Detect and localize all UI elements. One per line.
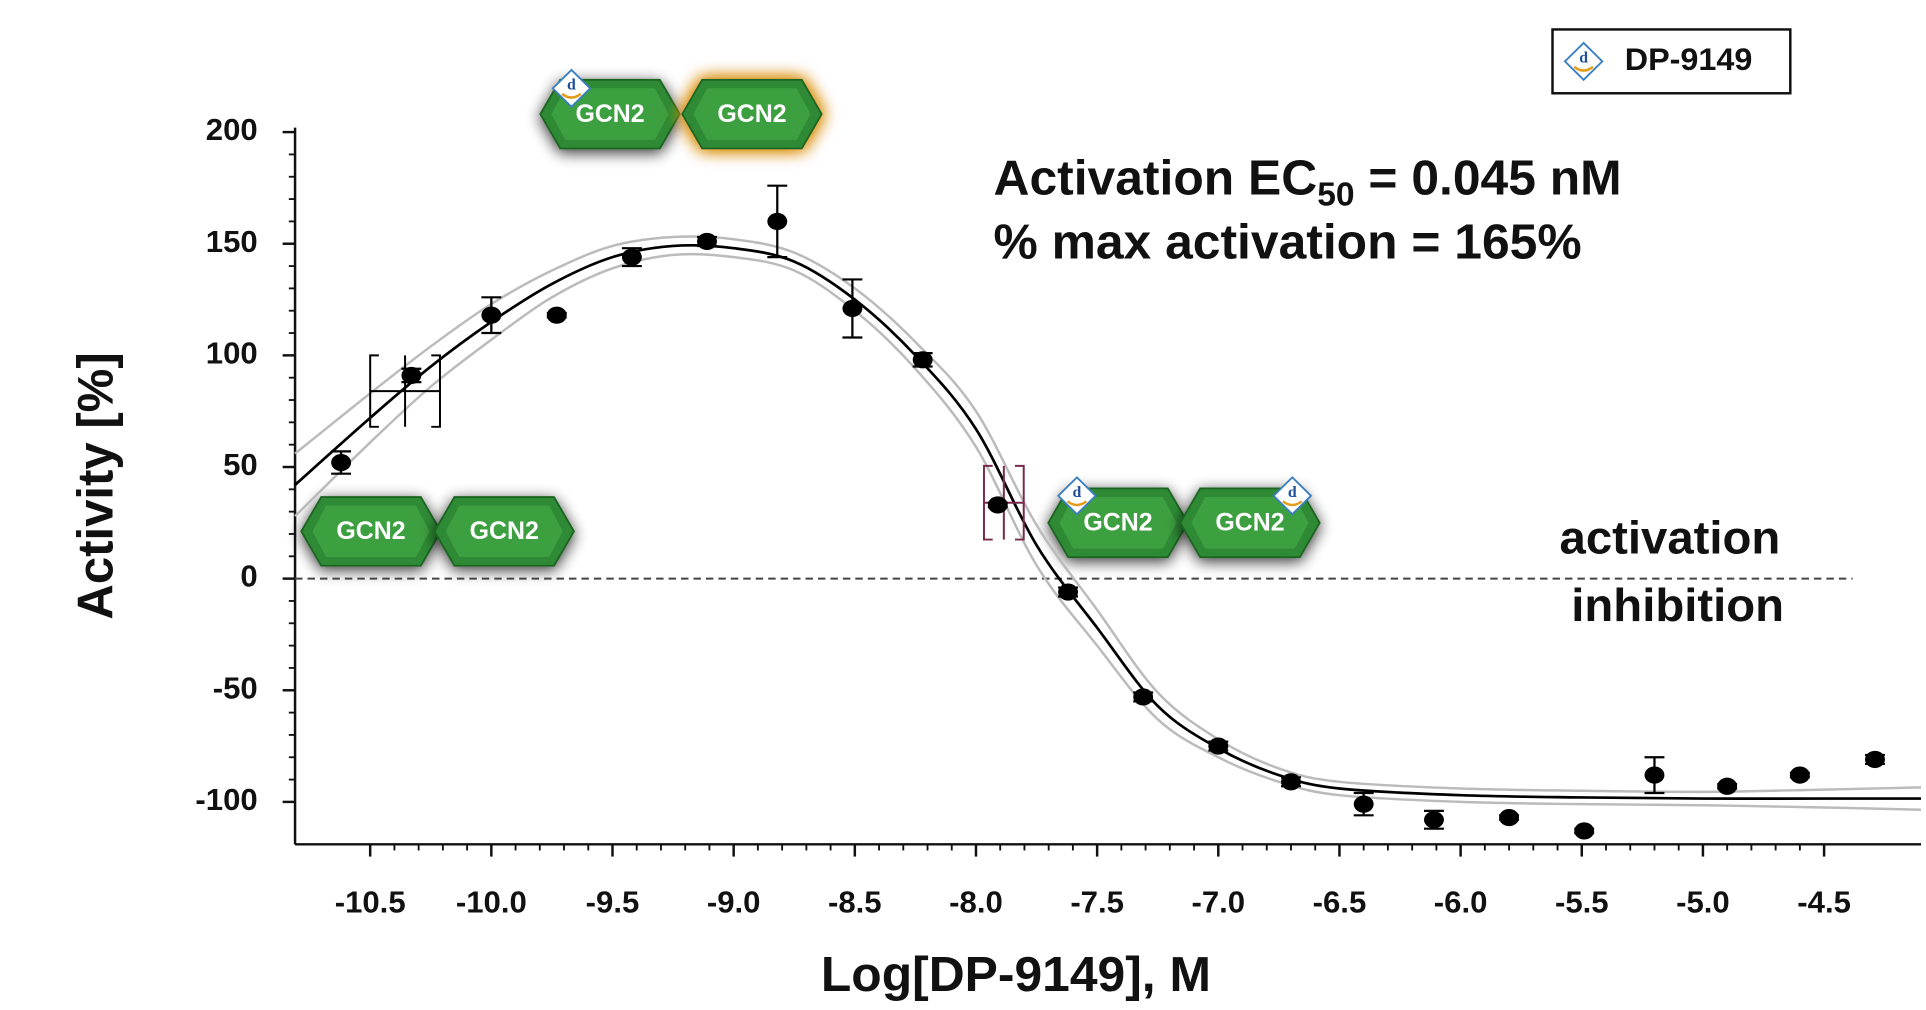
inhibition-label: inhibition [1571,578,1784,631]
data-point [912,351,933,369]
data-point [1865,750,1885,769]
legend-label: DP-9149 [1625,41,1753,77]
y-tick-label: -100 [195,782,257,817]
badge-letter: d [1288,484,1297,501]
legend-icon: d [1563,41,1604,82]
data-point [1644,766,1665,784]
x-tick-label: -9.0 [707,885,761,920]
y-tick-label: 150 [206,224,258,259]
data-point [1208,737,1229,755]
data-point [1423,811,1444,829]
x-tick-label: -10.0 [456,885,527,920]
data-point [1717,777,1738,795]
gcn2-icon: GCN2 [681,78,823,150]
data-point [1789,766,1810,784]
x-axis-title: Log[DP-9149], M [821,947,1211,1002]
data-point [1133,688,1154,706]
confidence-band [294,252,1922,811]
data-point [621,248,642,266]
data-point [697,232,717,251]
x-tick-label: -9.5 [586,885,640,920]
badge-diamond [1563,41,1604,82]
x-tick-label: -6.0 [1434,885,1488,920]
badge-diamond [551,68,592,109]
data-point [546,306,567,324]
gcn2-face [312,505,430,558]
ec50-subscript: 50 [1317,176,1354,213]
gcn2-icon: GCN2 [1047,487,1189,559]
data-point [1574,822,1595,840]
x-tick-label: -7.5 [1070,885,1124,920]
gcn2-label: GCN2 [575,101,644,128]
crosshair [369,354,441,428]
badge: d [551,68,592,109]
crosshair-bracket [369,354,379,428]
badge-letter: d [1073,484,1082,501]
y-tick-label: 0 [240,559,257,594]
gcn2-label: GCN2 [1215,510,1284,537]
badge: d [1056,476,1097,516]
gcn2-face [551,88,669,140]
max-activation-annotation: % max activation = 165% [994,215,1582,270]
data-point [481,306,502,324]
badge: d [1563,41,1604,82]
y-tick-label: 100 [206,336,258,371]
gcn2-icon: GCN2 [433,496,576,567]
x-tick-label: -4.5 [1797,885,1851,920]
badge-letter: d [567,77,576,94]
crosshair-bracket [982,464,993,541]
y-tick-label: 200 [206,112,258,147]
data-point [1499,808,1520,827]
badge-letter: d [1579,50,1588,67]
y-tick-label: 50 [223,447,258,482]
gcn2-label: GCN2 [1083,510,1152,537]
y-axis-title: Activity [%] [68,352,123,619]
y-tick-label: -50 [213,671,258,706]
gcn2-label: GCN2 [336,518,405,545]
gcn2-label: GCN2 [470,518,539,545]
data-point [1281,773,1301,791]
x-tick-label: -5.5 [1555,885,1609,920]
badge-diamond [1272,476,1313,516]
ec50-suffix: = 0.045 nM [1355,151,1622,206]
data-point [401,366,422,385]
gcn2-face [1059,497,1177,549]
crosshair-bracket [431,354,441,428]
badge-diamond [1056,476,1097,516]
badge: d [1272,476,1313,516]
x-tick-label: -6.5 [1313,885,1367,920]
data-point [842,299,863,318]
x-tick-label: -10.5 [335,885,406,920]
gcn2-icon: GCN2 [300,496,442,567]
x-tick-label: -5.0 [1676,885,1730,920]
ec50-annotation: Activation EC50 = 0.045 nM [994,151,1622,213]
confidence-band [294,235,1922,794]
x-tick-label: -8.5 [828,885,882,920]
data-point [767,212,788,230]
data-point [331,453,352,472]
data-point [1058,583,1079,601]
gcn2-label: GCN2 [717,101,786,128]
x-tick-label: -8.0 [949,885,1003,920]
badge-swoosh [1573,65,1594,72]
x-tick-label: -7.0 [1191,885,1245,920]
gcn2-face [693,88,811,140]
gcn2-face [445,505,563,558]
gcn2-face [1191,497,1309,549]
ec50-prefix: Activation EC [994,151,1318,206]
activation-label: activation [1560,511,1781,564]
data-point [987,496,1008,514]
data-point [1353,795,1374,813]
badge-swoosh [1066,500,1088,507]
legend: d DP-9149 [1551,28,1792,95]
crosshair-bracket [1014,464,1025,541]
badge-swoosh [561,92,582,99]
badge-swoosh [1282,500,1303,507]
